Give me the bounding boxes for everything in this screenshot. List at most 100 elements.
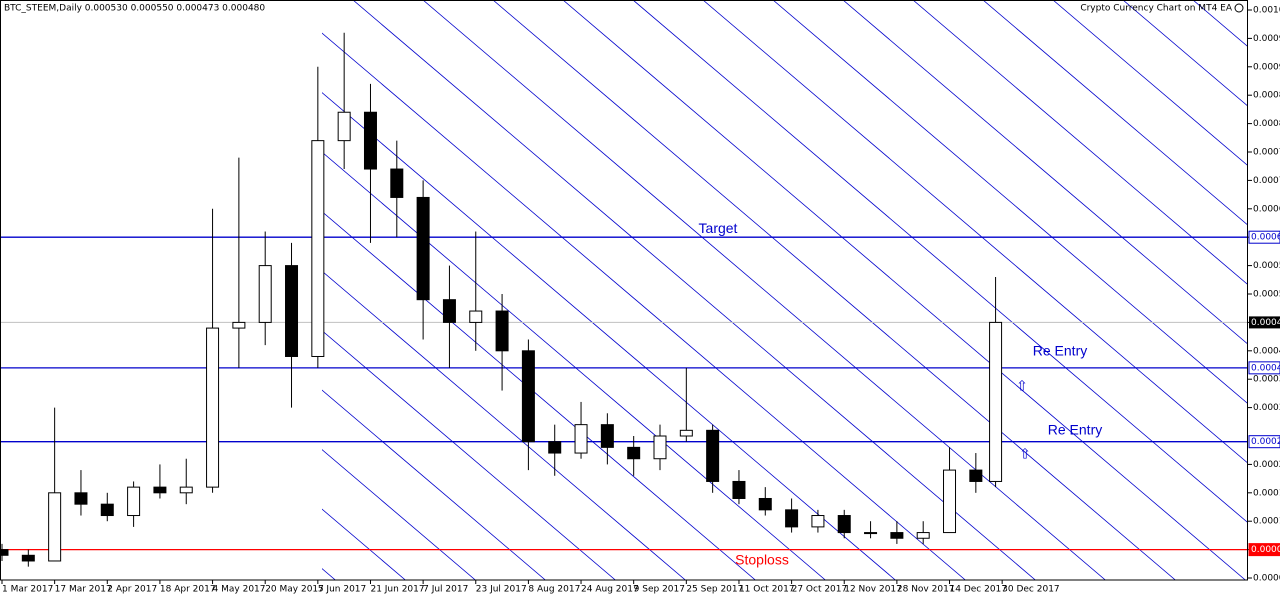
channel-line <box>322 270 686 580</box>
level-price-box <box>1248 230 1280 244</box>
candle-body <box>943 469 957 534</box>
channel-line <box>982 0 1248 226</box>
candle-body <box>890 532 904 539</box>
candle-body <box>442 299 456 323</box>
candle-body <box>74 492 88 505</box>
candle-body <box>653 435 667 460</box>
channel-line <box>422 0 1106 580</box>
x-tick-label: 9 Sep 2017 <box>634 585 685 595</box>
x-tick-label: 1 Mar 2017 <box>2 585 53 595</box>
x-tick-label: 12 Nov 2017 <box>844 585 902 595</box>
candle-body <box>21 554 35 562</box>
candle-body <box>785 509 799 528</box>
candle-body <box>390 168 404 198</box>
y-tick-label: 0.00073 <box>1253 176 1280 186</box>
candle-body <box>311 140 325 357</box>
channel-line <box>322 449 476 580</box>
channel-line <box>322 211 756 580</box>
candle-body <box>206 327 220 488</box>
level-price-box <box>1248 543 1280 557</box>
candle-body <box>285 265 299 357</box>
candle-body <box>864 532 878 535</box>
channel-line <box>322 151 826 580</box>
current-price-label: 0.00048 <box>1251 318 1280 328</box>
channel-line <box>352 0 1036 580</box>
candle-body <box>627 446 641 460</box>
x-tick-label: 25 Sep 2017 <box>686 585 743 595</box>
candle-body <box>600 424 614 448</box>
x-tick-label: 17 Mar 2017 <box>55 585 112 595</box>
channel-line <box>702 0 1248 464</box>
channel-line <box>912 0 1248 286</box>
candle-body <box>758 497 772 511</box>
chart-subtitle: Crypto Currency Chart on MT4 EA <box>1080 4 1233 14</box>
channel-line <box>1122 0 1248 107</box>
candle-body <box>916 532 930 539</box>
info-icon[interactable] <box>1234 3 1244 13</box>
level-label: Re Entry <box>1033 343 1087 359</box>
x-tick-label: 5 Jun 2017 <box>318 585 366 595</box>
x-tick-label: 4 May 2017 <box>213 585 266 595</box>
candle-body <box>363 111 377 170</box>
x-tick-label: 20 May 2017 <box>265 585 324 595</box>
candle-body <box>127 486 141 517</box>
y-tick-label: 0.00083 <box>1253 119 1280 129</box>
candle-body <box>495 310 509 352</box>
x-tick-label: 14 Dec 2017 <box>950 585 1008 595</box>
channel-line <box>322 92 896 580</box>
y-tick-label: 0.00058 <box>1253 261 1280 271</box>
candle-body <box>258 265 272 323</box>
chart-title: BTC_STEEM,Daily 0.000530 0.000550 0.0004… <box>4 4 265 14</box>
y-tick-label: 0.00098 <box>1253 34 1280 44</box>
x-tick-label: 27 Oct 2017 <box>792 585 848 595</box>
channel-lines <box>322 0 1248 580</box>
candle-body <box>521 350 535 443</box>
y-tick-label: 0.00018 <box>1253 488 1280 498</box>
x-tick-label: 21 Jun 2017 <box>370 585 424 595</box>
x-tick-label: 24 Aug 2017 <box>581 585 639 595</box>
candle-body <box>989 321 1003 482</box>
candle-body <box>153 486 167 494</box>
candle-body <box>232 321 246 329</box>
candle-body <box>574 424 588 454</box>
x-tick-label: 7 Jul 2017 <box>423 585 468 595</box>
channel-line <box>1052 0 1248 167</box>
arrow-up: ⇧ <box>1019 446 1031 462</box>
candle-body <box>969 469 983 482</box>
y-tick-label: 0.00103 <box>1253 5 1280 15</box>
x-tick-label: 23 Jul 2017 <box>476 585 527 595</box>
y-tick-label: 0.00053 <box>1253 290 1280 300</box>
y-tick-label: 0.00093 <box>1253 62 1280 72</box>
candle-body <box>706 429 720 482</box>
candle-body <box>179 486 193 494</box>
channel-line <box>492 0 1176 580</box>
channel-line <box>632 0 1248 524</box>
y-tick-label: 0.00068 <box>1253 204 1280 214</box>
candle-body <box>0 549 9 556</box>
arrow-up: ⇧ <box>1016 378 1028 394</box>
y-tick-label: 0.00078 <box>1253 148 1280 158</box>
y-tick-label: 0.00088 <box>1253 91 1280 101</box>
level-label: Target <box>699 220 738 236</box>
channel-line <box>842 0 1248 345</box>
level-price-box <box>1248 361 1280 375</box>
candle-body <box>48 492 62 562</box>
y-tick-label: 0.00003 <box>1253 574 1280 584</box>
x-tick-label: 18 Apr 2017 <box>160 585 216 595</box>
level-price-label: 0.0004 <box>1251 363 1280 373</box>
x-tick-label: 11 Oct 2017 <box>739 585 795 595</box>
candle-body <box>837 515 851 534</box>
candle-body <box>469 310 483 323</box>
level-price-box <box>1248 435 1280 449</box>
candle-body <box>100 503 114 517</box>
channel-line <box>322 389 546 580</box>
level-price-label: 0.00063 <box>1251 233 1280 243</box>
candle-body <box>732 480 746 499</box>
candle-body <box>811 515 825 528</box>
level-price-label: 0.00008 <box>1251 545 1280 555</box>
y-tick-label: 0.00038 <box>1253 375 1280 385</box>
level-label: Stoploss <box>735 551 789 567</box>
channel-line <box>562 0 1246 580</box>
x-tick-label: 28 Nov 2017 <box>897 585 955 595</box>
